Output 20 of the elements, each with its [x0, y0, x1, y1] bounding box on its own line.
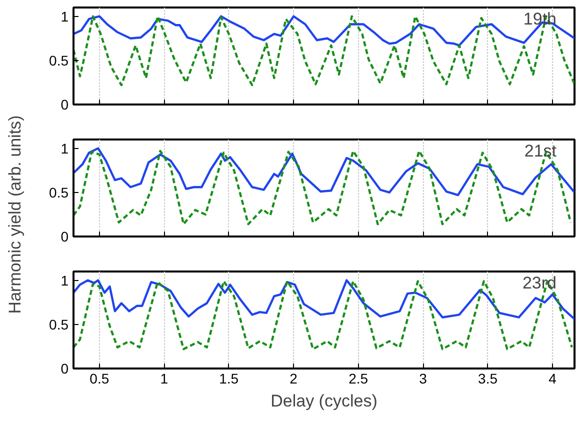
- x-tick-label: 1: [160, 370, 168, 386]
- y-tick-label: 1: [60, 140, 69, 156]
- y-tick-label: 0: [60, 228, 69, 244]
- y-axis-title: Harmonic yield (arb. units): [5, 115, 24, 314]
- x-tick-label: 2: [290, 370, 298, 386]
- y-tick-label: 0: [60, 360, 69, 376]
- x-tick-label: 0.5: [90, 370, 110, 386]
- x-tick-label: 3: [419, 370, 428, 386]
- y-tick-label: 1: [60, 8, 69, 24]
- y-tick-label: 0.5: [49, 184, 69, 200]
- x-axis-title: Delay (cycles): [270, 392, 378, 410]
- y-tick-label: 0.5: [49, 52, 69, 68]
- y-tick-label: 0: [60, 96, 69, 112]
- x-tick-label: 1.5: [219, 370, 239, 386]
- y-tick-label: 0.5: [49, 316, 69, 332]
- y-tick-label: 1: [60, 272, 69, 288]
- x-tick-label: 3.5: [478, 370, 498, 386]
- x-tick-label: 4: [548, 370, 557, 386]
- annotation: 21st: [524, 142, 557, 160]
- x-tick-label: 2.5: [348, 370, 368, 386]
